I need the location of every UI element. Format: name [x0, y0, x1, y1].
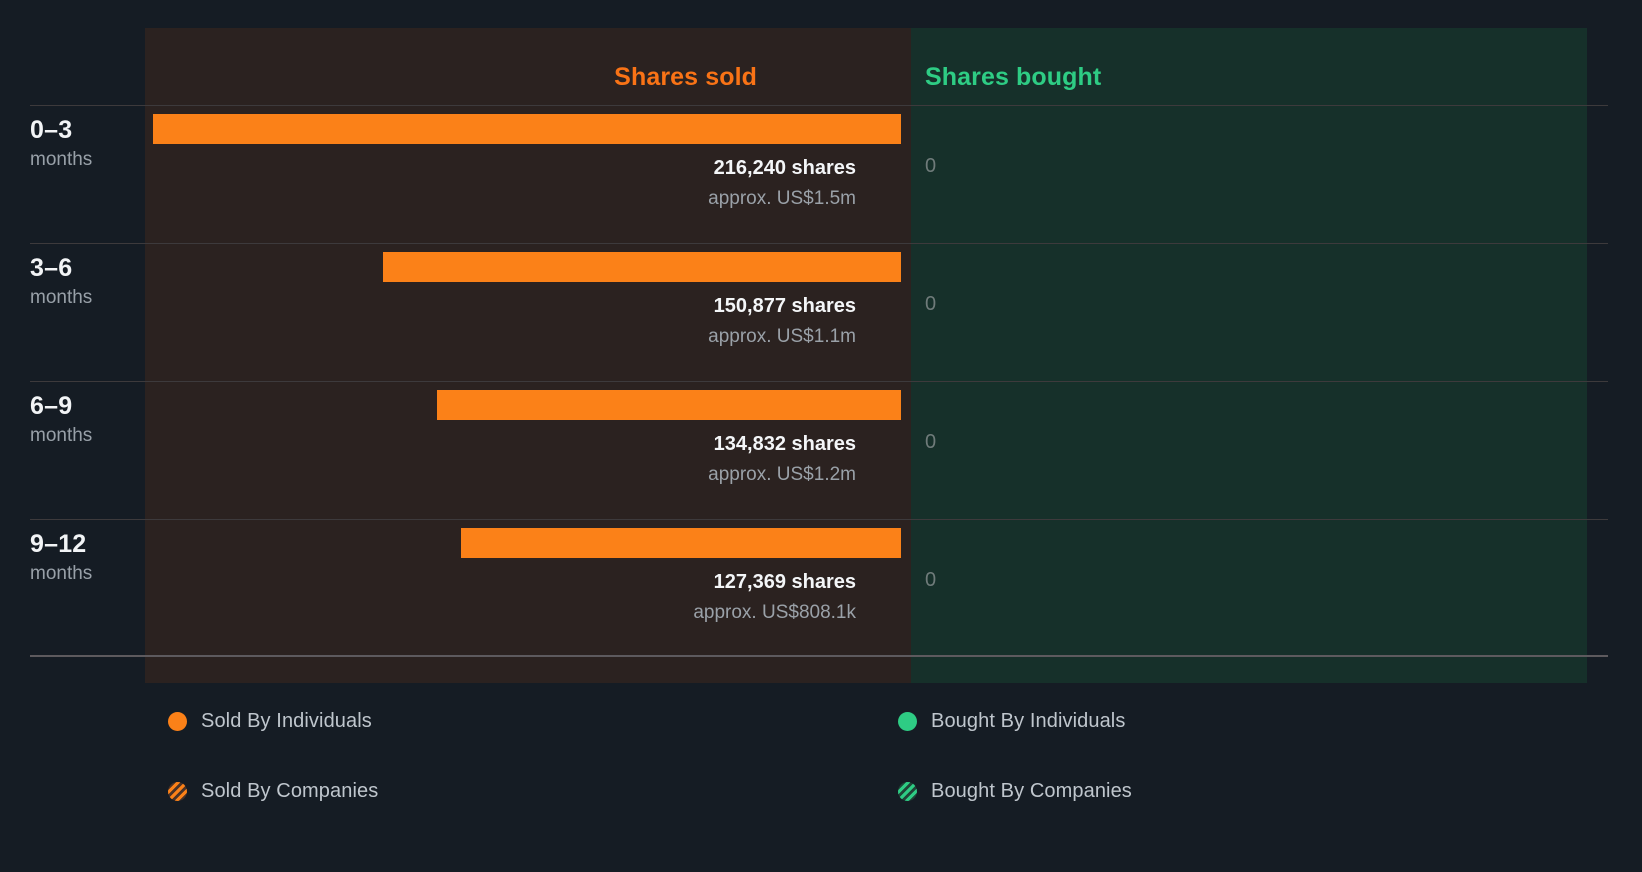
row-range: 3–6: [30, 254, 73, 282]
gridline-top: [30, 105, 1608, 106]
legend-label: Sold By Companies: [201, 780, 379, 802]
shares-bought-count: 0: [925, 155, 937, 177]
gridline-3: [30, 519, 1608, 520]
legend-label: Sold By Individuals: [201, 710, 372, 732]
shares-sold-bar[interactable]: [461, 528, 901, 558]
row-range-unit: months: [30, 424, 93, 446]
gridline-2: [30, 381, 1608, 382]
shares-sold-count: 216,240 shares: [713, 157, 856, 179]
table-row[interactable]: 3–6 months 150,877 shares approx. US$1.1…: [0, 244, 1587, 381]
shares-sold-values: 134,832 shares approx. US$1.2m: [708, 430, 856, 491]
shares-sold-values: 150,877 shares approx. US$1.1m: [708, 292, 856, 353]
legend-item-bought-by-individuals[interactable]: Bought By Individuals: [898, 710, 1125, 733]
shares-sold-bar[interactable]: [437, 390, 901, 420]
shares-sold-count: 127,369 shares: [713, 571, 856, 593]
shares-sold-header: Shares sold: [614, 63, 757, 91]
table-row[interactable]: 0–3 months 216,240 shares approx. US$1.5…: [0, 106, 1587, 243]
shares-bought-header: Shares bought: [925, 63, 1102, 91]
shares-sold-amount: approx. US$1.1m: [708, 326, 856, 347]
shares-sold-values: 216,240 shares approx. US$1.5m: [708, 154, 856, 215]
shares-bought-count: 0: [925, 569, 937, 591]
axis-baseline: [30, 655, 1608, 657]
row-label: 9–12 months: [30, 530, 140, 588]
hatched-circle-orange-icon: [168, 782, 187, 801]
shares-sold-count: 134,832 shares: [713, 433, 856, 455]
row-range: 0–3: [30, 116, 73, 144]
legend-label: Bought By Companies: [931, 780, 1132, 802]
legend-item-sold-by-individuals[interactable]: Sold By Individuals: [168, 710, 372, 733]
shares-sold-values: 127,369 shares approx. US$808.1k: [693, 568, 856, 629]
row-range-unit: months: [30, 286, 93, 308]
shares-sold-amount: approx. US$808.1k: [693, 602, 856, 623]
shares-sold-amount: approx. US$1.5m: [708, 188, 856, 209]
row-range: 6–9: [30, 392, 73, 420]
shares-bought-count: 0: [925, 431, 937, 453]
row-label: 6–9 months: [30, 392, 140, 450]
gridline-1: [30, 243, 1608, 244]
solid-circle-green-icon: [898, 712, 917, 731]
chart-header: Shares sold Shares bought: [0, 28, 1587, 106]
row-range-unit: months: [30, 562, 93, 584]
shares-sold-amount: approx. US$1.2m: [708, 464, 856, 485]
solid-circle-orange-icon: [168, 712, 187, 731]
table-row[interactable]: 6–9 months 134,832 shares approx. US$1.2…: [0, 382, 1587, 519]
row-range-unit: months: [30, 148, 93, 170]
shares-bought-count: 0: [925, 293, 937, 315]
table-row[interactable]: 9–12 months 127,369 shares approx. US$80…: [0, 520, 1587, 655]
shares-bought-column-band: [911, 28, 1587, 683]
hatched-circle-green-icon: [898, 782, 917, 801]
legend-label: Bought By Individuals: [931, 710, 1126, 732]
row-range: 9–12: [30, 530, 87, 558]
row-label: 0–3 months: [30, 116, 140, 174]
shares-sold-bar[interactable]: [153, 114, 901, 144]
legend-item-bought-by-companies[interactable]: Bought By Companies: [898, 780, 1132, 803]
row-label: 3–6 months: [30, 254, 140, 312]
legend-item-sold-by-companies[interactable]: Sold By Companies: [168, 780, 378, 803]
shares-sold-bar[interactable]: [383, 252, 901, 282]
shares-sold-count: 150,877 shares: [713, 295, 856, 317]
